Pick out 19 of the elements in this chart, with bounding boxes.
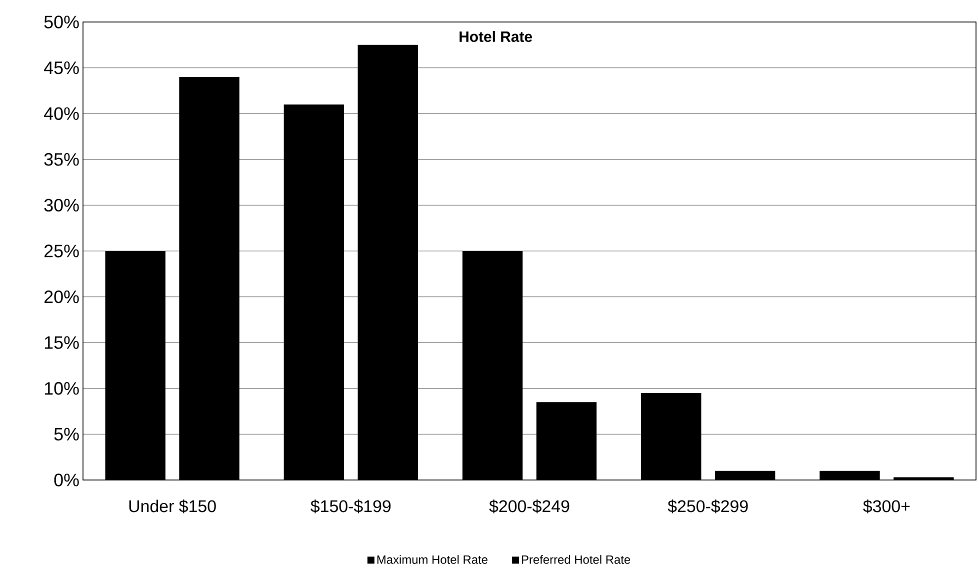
y-tick-label: 20% bbox=[44, 290, 79, 304]
y-tick-label: 50% bbox=[44, 16, 79, 28]
y-tick-label: 15% bbox=[44, 336, 79, 349]
y-tick-label: 40% bbox=[44, 107, 79, 120]
x-tick-label: $150-$199 bbox=[310, 500, 391, 514]
y-tick-label: 35% bbox=[44, 153, 79, 166]
y-tick-label: 25% bbox=[44, 244, 79, 258]
y-tick-label: 45% bbox=[44, 61, 79, 74]
y-tick-label: 10% bbox=[44, 382, 79, 395]
x-tick-label: $250-$299 bbox=[668, 500, 748, 514]
legend-label: Preferred Hotel Rate bbox=[522, 555, 630, 564]
x-tick-label: $200-$249 bbox=[489, 500, 570, 514]
y-tick-label: 5% bbox=[54, 428, 79, 441]
legend-label: Maximum Hotel Rate bbox=[377, 555, 488, 564]
x-tick-label: Under $150 bbox=[129, 500, 216, 514]
y-tick-label: 0% bbox=[54, 474, 79, 486]
y-tick-label: 30% bbox=[44, 198, 79, 212]
chart-title: Hotel Rate bbox=[460, 30, 532, 42]
x-tick-label: $300+ bbox=[863, 500, 910, 514]
